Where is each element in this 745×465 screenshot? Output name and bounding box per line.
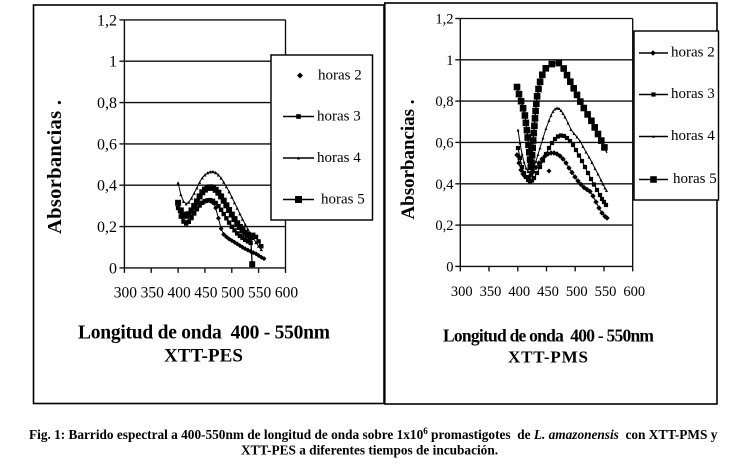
- svg-text:400: 400: [167, 285, 191, 302]
- svg-text:0,6: 0,6: [435, 135, 453, 151]
- svg-text:450: 450: [194, 285, 218, 302]
- svg-text:horas 2: horas 2: [671, 45, 715, 61]
- svg-text:horas 4: horas 4: [671, 128, 715, 144]
- svg-text:1,2: 1,2: [97, 12, 117, 29]
- svg-text:0,2: 0,2: [97, 219, 117, 236]
- svg-text:1,2: 1,2: [435, 12, 453, 28]
- svg-text:500: 500: [566, 284, 588, 300]
- svg-text:550: 550: [595, 284, 617, 300]
- svg-text:XTT-PES a diferentes tiempos d: XTT-PES a diferentes tiempos de incubaci…: [241, 443, 498, 458]
- svg-text:0,8: 0,8: [435, 94, 453, 110]
- svg-text:300: 300: [114, 285, 138, 302]
- svg-text:500: 500: [221, 285, 245, 302]
- svg-text:0,4: 0,4: [97, 178, 117, 195]
- svg-text:1: 1: [446, 53, 453, 69]
- svg-text:XTT-PES: XTT-PES: [164, 346, 243, 367]
- svg-text:550: 550: [248, 285, 272, 302]
- svg-text:600: 600: [275, 285, 299, 302]
- svg-text:0,8: 0,8: [97, 95, 117, 112]
- svg-text:0,2: 0,2: [435, 218, 453, 234]
- svg-text:0,6: 0,6: [97, 136, 117, 153]
- svg-text:horas 3: horas 3: [317, 109, 361, 125]
- svg-text:XTT-PMS: XTT-PMS: [508, 348, 588, 367]
- svg-text:horas 5: horas 5: [673, 171, 717, 187]
- svg-text:600: 600: [623, 284, 645, 300]
- svg-text:0: 0: [109, 260, 117, 277]
- svg-text:450: 450: [537, 284, 559, 300]
- svg-text:0: 0: [446, 259, 453, 275]
- svg-text:horas 4: horas 4: [317, 150, 361, 166]
- svg-text:1: 1: [109, 54, 117, 71]
- svg-text:Fig. 1: Barrido espectral a 40: Fig. 1: Barrido espectral a 400-550nm de…: [29, 426, 718, 442]
- svg-text:350: 350: [141, 285, 165, 302]
- svg-text:horas 2: horas 2: [318, 68, 362, 84]
- svg-text:400: 400: [508, 284, 530, 300]
- svg-text:horas 3: horas 3: [671, 86, 715, 102]
- svg-text:Absorbancias .: Absorbancias .: [398, 100, 419, 220]
- svg-text:350: 350: [480, 284, 502, 300]
- svg-text:Absorbancias .: Absorbancias .: [44, 100, 66, 234]
- svg-text:300: 300: [451, 284, 473, 300]
- svg-text:horas 5: horas 5: [321, 192, 365, 208]
- svg-text:Longitud de onda 400 - 550nm: Longitud de onda 400 - 550nm: [443, 326, 654, 346]
- svg-text:0,4: 0,4: [435, 177, 454, 193]
- svg-text:Longitud de onda 400 - 550nm: Longitud de onda 400 - 550nm: [78, 323, 330, 344]
